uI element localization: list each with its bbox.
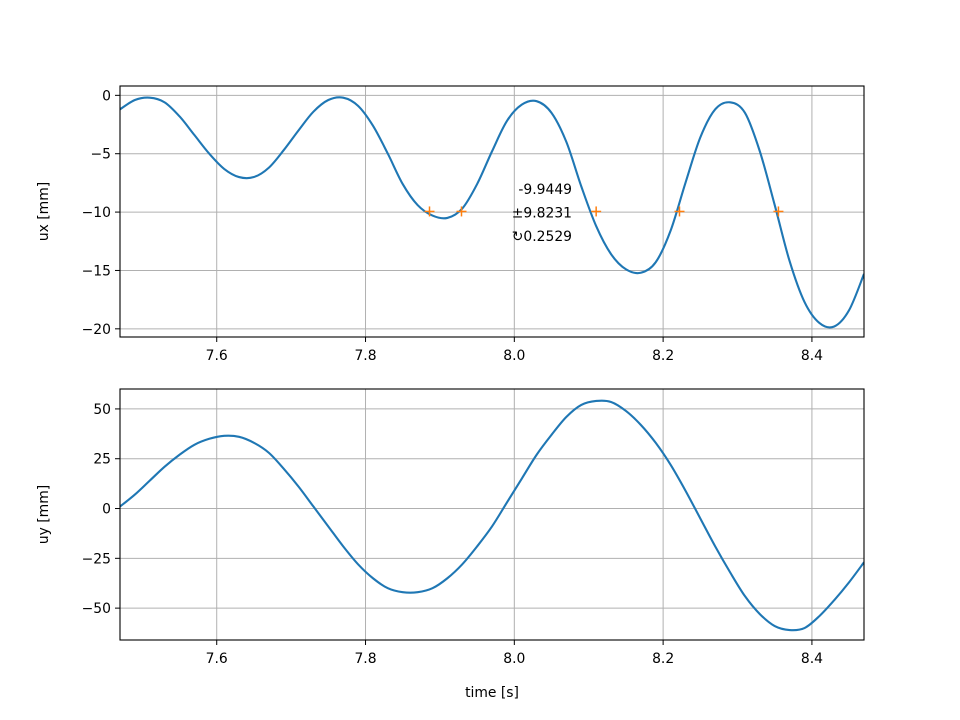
uy-x-axis-label: time [s] bbox=[465, 685, 519, 701]
ux-ytick-label: 0 bbox=[102, 88, 111, 104]
uy-xtick-label: 8.2 bbox=[652, 651, 674, 667]
uy-xtick-label: 7.6 bbox=[206, 651, 228, 667]
uy-y-axis-label: uy [mm] bbox=[36, 485, 52, 544]
ux-annotation-line: -9.9449 bbox=[518, 182, 572, 198]
ux-ytick-label: −15 bbox=[82, 263, 111, 279]
ux-crossing-marker bbox=[424, 206, 435, 217]
uy-xtick-label: 8.4 bbox=[801, 651, 823, 667]
ux-axes-frame bbox=[119, 85, 865, 338]
ux-xtick-label: 8.0 bbox=[503, 348, 525, 364]
ux-y-axis-label: ux [mm] bbox=[36, 182, 52, 241]
uy-ytick-label: −25 bbox=[82, 551, 111, 567]
uy-axes-frame bbox=[119, 388, 865, 641]
ux-ytick-label: −5 bbox=[91, 147, 111, 163]
ux-crossing-marker bbox=[773, 206, 784, 217]
ux-annotation-line: ↻0.2529 bbox=[512, 229, 572, 245]
uy-xtick-label: 8.0 bbox=[503, 651, 525, 667]
ux-xtick-label: 7.6 bbox=[206, 348, 228, 364]
ux-ytick-label: −10 bbox=[82, 205, 111, 221]
uy-ytick-label: 0 bbox=[102, 502, 111, 518]
ux-panel: 7.6 7.8 8.0 8.2 8.4 0 −5 −10 −15 −20 ux [mm] -9.944… bbox=[36, 85, 865, 364]
uy-series-line bbox=[120, 399, 864, 632]
uy-xtick-label: 7.8 bbox=[354, 651, 376, 667]
ux-series-line bbox=[120, 96, 864, 329]
ux-ytick-label: −20 bbox=[82, 322, 111, 338]
ux-crossing-marker bbox=[456, 206, 467, 217]
ux-crossing-marker bbox=[591, 206, 602, 217]
uy-ytick-label: −50 bbox=[82, 601, 111, 617]
uy-panel: 7.6 7.8 8.0 8.2 8.4 50 25 0 −25 −50 uy [mm] time [s… bbox=[36, 388, 865, 701]
uy-ytick-label: 50 bbox=[93, 402, 111, 418]
ux-xtick-label: 7.8 bbox=[354, 348, 376, 364]
ux-annotation-line: ±9.8231 bbox=[512, 206, 572, 222]
ux-xtick-label: 8.2 bbox=[652, 348, 674, 364]
ux-crossing-marker bbox=[674, 206, 685, 217]
ux-xtick-label: 8.4 bbox=[801, 348, 823, 364]
uy-ytick-label: 25 bbox=[93, 452, 111, 468]
